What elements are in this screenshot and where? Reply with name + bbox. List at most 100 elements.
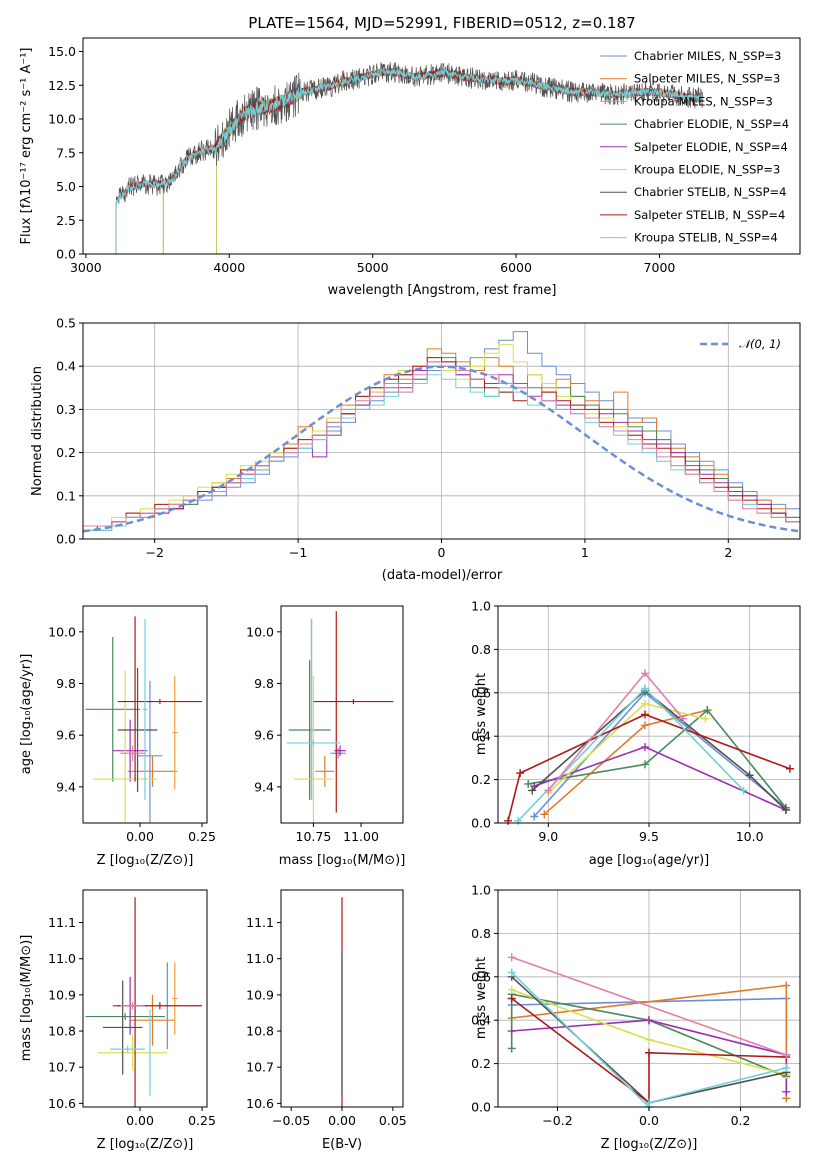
x-tick-label: 7000 (644, 260, 676, 275)
mass-weight-marker (640, 721, 649, 730)
spectrum-title: PLATE=1564, MJD=52991, FIBERID=0512, z=0… (248, 14, 635, 32)
y-tick-label: 1.0 (471, 883, 491, 898)
y-tick-label: 10.8 (246, 1024, 274, 1039)
error-bar (137, 680, 163, 823)
mass-weight-marker (645, 1035, 653, 1044)
mass-vs-metallicity-panel: 0.00 0.25 10.6 10.7 10.8 10.9 11.0 11.1 Z [log₁… (19, 889, 216, 1152)
mass-vs-ebv-panel: −0.05 0.00 0.05 10.6 10.7 10.8 10.9 11.0 11.1 E(… (246, 889, 407, 1152)
y-tick-label: 10.8 (48, 1024, 76, 1039)
mass-weight-marker (782, 1087, 791, 1096)
y-tick-label: 0.3 (56, 402, 76, 417)
error-bar (120, 1002, 145, 1010)
y-tick-label: 0.6 (471, 685, 491, 700)
x-tick-label: 4000 (213, 260, 245, 275)
mass-weight-marker (782, 1063, 791, 1072)
mass-weight-marker (524, 779, 533, 788)
y-tick-label: 10.0 (48, 112, 76, 127)
error-bar (330, 748, 346, 759)
x-tick-label: 0.00 (126, 829, 154, 844)
spectrum-ylabel: Flux [fλ10⁻¹⁷ erg cm⁻² s⁻¹ A⁻¹] (19, 48, 34, 245)
spectrum-axes-frame (82, 37, 801, 255)
y-tick-label: 11.1 (246, 915, 274, 930)
error-bar (117, 699, 203, 705)
y-tick-label: 11.0 (48, 951, 76, 966)
mass-weight-marker (640, 699, 649, 708)
spectrum-series-line (115, 67, 703, 254)
mass-weight-series-line (511, 956, 787, 1056)
y-tick-label: 1.0 (471, 599, 491, 614)
y-tick-label: 10.6 (48, 1096, 76, 1111)
residual-xlabel: (data-model)/error (382, 568, 503, 583)
x-tick-label: −1 (289, 545, 307, 560)
massweight-vs-metallicity-panel: −0.2 0.0 0.2 0.0 0.2 0.4 0.6 0.8 1.0 Z [log₁₀(Z/… (471, 883, 801, 1152)
y-tick-label: 10.6 (246, 1096, 274, 1111)
y-tick-label: 0.0 (471, 816, 491, 831)
y-tick-label: 0.8 (471, 642, 491, 657)
age-vs-mass-panel: 10.75 11.00 9.4 9.6 9.8 10.0 mass [log₁₀(M/M⊙… (246, 605, 405, 868)
y-tick-label: 9.6 (254, 728, 274, 743)
mass-weight-marker (640, 760, 649, 769)
mass-weight-marker (782, 1050, 791, 1059)
error-bar (288, 660, 331, 800)
legend-entry: Kroupa ELODIE, N_SSP=3 (634, 163, 780, 177)
mass-weight-marker (640, 710, 649, 719)
mass-weight-marker (739, 786, 748, 795)
spectrum-series-line (115, 67, 703, 254)
error-bar (85, 637, 141, 782)
mass-weight-series-line (528, 709, 787, 809)
error-bar (294, 675, 333, 823)
massweight-vs-age-panel: 9.0 9.5 10.0 0.0 0.2 0.4 0.6 0.8 1.0 age [log₁₀(… (471, 599, 801, 868)
y-tick-label: 0.0 (56, 247, 76, 262)
mass-weight-marker (530, 812, 539, 821)
mass-weight-series-line (510, 993, 787, 1078)
mass-weight-marker (703, 706, 712, 715)
x-tick-label: 11.00 (343, 829, 379, 844)
y-tick-label: 0.0 (56, 532, 76, 547)
age-vs-metallicity-frame (82, 605, 208, 824)
y-tick-label: 12.5 (48, 78, 76, 93)
spectrum-legend: Chabrier MILES, N_SSP=3 Salpeter MILES, N… (600, 49, 789, 245)
residual-panel: −2 −1 0 1 2 0.0 0.1 0.2 0.3 0.4 0.5 (data-model)/e… (30, 316, 801, 583)
error-bar (142, 618, 148, 800)
x-tick-label: 0.25 (188, 829, 216, 844)
y-tick-label: 10.9 (246, 987, 274, 1002)
normal-reference-curve (82, 365, 801, 533)
legend-entry: Salpeter STELIB, N_SSP=4 (634, 208, 785, 222)
y-tick-label: 7.5 (56, 145, 76, 160)
error-bar (172, 675, 178, 790)
y-tick-label: 15.0 (48, 44, 76, 59)
mass-weight-marker (640, 684, 649, 693)
mass-weight-marker (645, 1098, 653, 1107)
x-tick-label: −0.2 (542, 1113, 572, 1128)
y-tick-label: 0.2 (471, 1056, 491, 1071)
mass-vs-metallicity-frame (82, 889, 208, 1108)
spectrum-series-line (115, 62, 703, 254)
y-tick-label: 0.0 (471, 1100, 491, 1115)
error-bar (313, 699, 394, 705)
mass-weight-marker (516, 769, 525, 778)
y-tick-label: 11.0 (246, 951, 274, 966)
mass-weight-marker (701, 714, 710, 723)
y-tick-label: 10.7 (48, 1060, 76, 1075)
mass-weight-marker (645, 1016, 653, 1025)
legend-entry: Chabrier MILES, N_SSP=3 (634, 49, 781, 63)
mass-vs-ebv-xlabel: E(B-V) (322, 1137, 362, 1152)
y-tick-label: 10.9 (48, 987, 76, 1002)
mass-vs-metallicity-xlabel: Z [log₁₀(Z/Z⊙)] (97, 1137, 194, 1152)
residual-ylabel: Normed distribution (30, 366, 45, 496)
y-tick-label: 10.7 (246, 1060, 274, 1075)
age-vs-mass-frame (280, 605, 404, 824)
y-tick-label: 0.2 (471, 772, 491, 787)
massweight-vs-age-xlabel: age [log₁₀(age/yr)] (589, 853, 710, 868)
legend-entry: Salpeter ELODIE, N_SSP=4 (634, 140, 788, 154)
mass-weight-marker (507, 953, 516, 962)
spectrum-panel: PLATE=1564, MJD=52991, FIBERID=0512, z=0… (19, 14, 801, 298)
legend-entry: Chabrier ELODIE, N_SSP=4 (634, 117, 789, 131)
y-tick-label: 5.0 (56, 179, 76, 194)
x-tick-label: 0.0 (639, 1113, 659, 1128)
age-vs-metallicity-panel: 0.00 0.25 9.4 9.6 9.8 10.0 Z [log₁₀(Z/Z⊙)] ag… (19, 605, 216, 868)
error-bar (130, 994, 175, 1046)
y-tick-label: 0.2 (56, 445, 76, 460)
mass-weight-marker (640, 743, 649, 752)
error-bar (92, 670, 158, 823)
